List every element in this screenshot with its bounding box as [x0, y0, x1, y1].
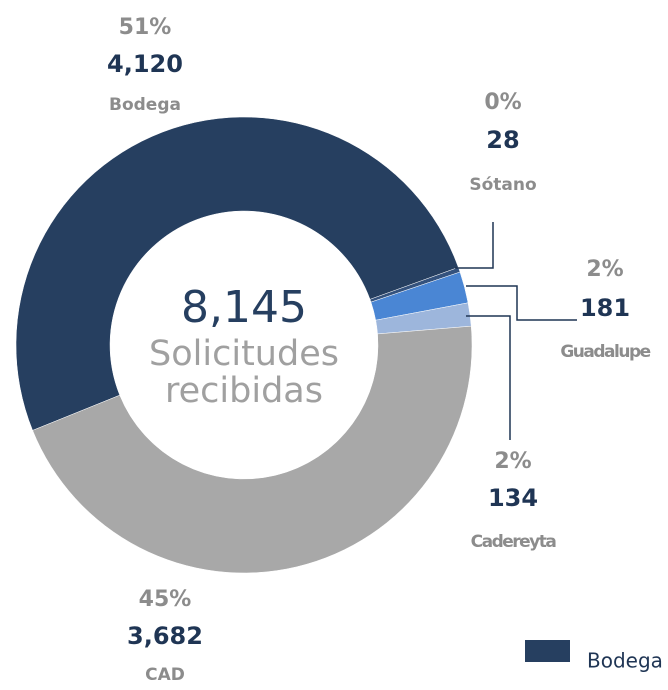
donut-slice: [32, 325, 473, 574]
leader-line: [466, 315, 511, 440]
value-label: 181: [580, 294, 630, 322]
value-label: 28: [486, 126, 519, 154]
legend-swatch: [525, 640, 570, 662]
center-value: 8,145: [181, 282, 307, 333]
value-label: 4,120: [107, 50, 183, 78]
percent-label: 2%: [494, 449, 531, 474]
donut-slice: [15, 116, 459, 431]
value-label: 134: [488, 484, 538, 512]
category-label: Bodega: [109, 95, 181, 115]
legend-label: Bodega: [587, 649, 663, 673]
leader-line: [466, 285, 577, 321]
value-label: 3,682: [127, 622, 203, 650]
category-label: Guadalupe: [560, 342, 650, 362]
percent-label: 51%: [119, 15, 172, 40]
percent-label: 45%: [139, 587, 192, 612]
percent-label: 0%: [484, 90, 521, 115]
center-text: recibidas: [165, 371, 323, 411]
category-label: Sótano: [469, 175, 536, 195]
leader-line: [455, 222, 494, 269]
percent-label: 2%: [586, 257, 623, 282]
category-label: CAD: [145, 665, 185, 685]
center-text: Solicitudes: [149, 334, 339, 374]
category-label: Cadereyta: [471, 532, 557, 552]
